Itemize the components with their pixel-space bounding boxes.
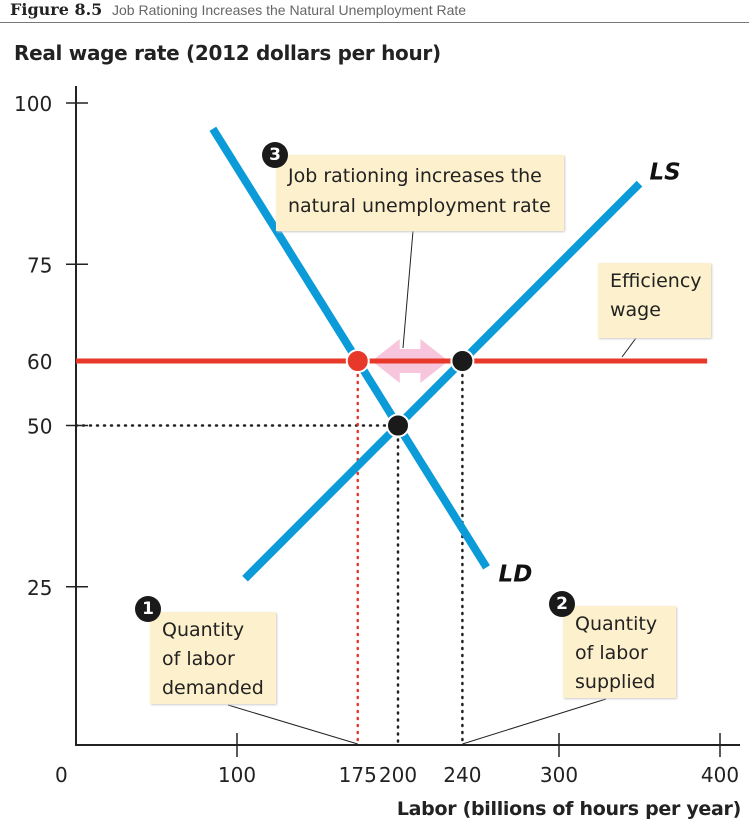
figure-header: Figure 8.5 Job Rationing Increases the N… — [0, 0, 749, 23]
x-tick-label: 300 — [540, 763, 578, 787]
x-tick-label: 0 — [55, 763, 68, 787]
label-ls: LS — [650, 160, 681, 186]
badge-3: 3 — [262, 142, 288, 168]
data-point — [386, 413, 410, 438]
annotation-efficiency-wage: Efficiency wage — [598, 263, 711, 338]
x-axis-label: Labor (billions of hours per year) — [396, 798, 741, 820]
x-tick-label: 100 — [218, 763, 256, 787]
annotation-line: natural unemployment rate — [288, 195, 551, 217]
label-ld: LD — [499, 561, 533, 587]
annotation-line: of labor — [162, 648, 235, 670]
y-axis-label: Real wage rate (2012 dollars per hour) — [14, 41, 441, 65]
y-tick-label: 50 — [27, 415, 52, 439]
figure-number: Figure 8.5 — [10, 0, 103, 19]
series-ld — [209, 126, 490, 570]
x-tick-label: 175 — [339, 763, 377, 787]
x-tick-label: 400 — [701, 763, 739, 787]
annotation-job-rationing: Job rationing increases the natural unem… — [276, 155, 564, 231]
y-tick-label: 75 — [27, 253, 52, 277]
annotation-quantity-demanded: Quantity of labor demanded — [150, 612, 276, 704]
y-tick-label: 25 — [27, 576, 52, 600]
annotation-line: Job rationing increases the — [288, 165, 542, 187]
series-ls — [242, 180, 643, 582]
figure-title: Job Rationing Increases the Natural Unem… — [112, 2, 467, 18]
data-point — [345, 349, 370, 373]
annotation-line: demanded — [162, 677, 264, 699]
annotation-quantity-supplied: Quantity of labor supplied — [563, 606, 676, 698]
badge-2: 2 — [549, 591, 575, 617]
x-tick-label: 240 — [443, 763, 481, 787]
annotation-line: Quantity — [575, 613, 658, 635]
annotation-line: supplied — [575, 671, 656, 693]
leader-line — [462, 698, 607, 745]
badge-1: 1 — [135, 596, 161, 622]
data-point — [450, 349, 475, 373]
annotation-line: Efficiency — [610, 270, 702, 292]
y-tick-label: 100 — [14, 92, 52, 116]
leader-line — [227, 704, 358, 745]
annotation-line: wage — [610, 299, 661, 321]
annotation-line: Quantity — [162, 619, 245, 641]
leader-line — [402, 230, 414, 349]
y-tick-label: 60 — [27, 350, 52, 374]
annotation-line: of labor — [575, 642, 648, 664]
leader-line — [621, 337, 637, 358]
x-tick-label: 200 — [379, 763, 417, 787]
